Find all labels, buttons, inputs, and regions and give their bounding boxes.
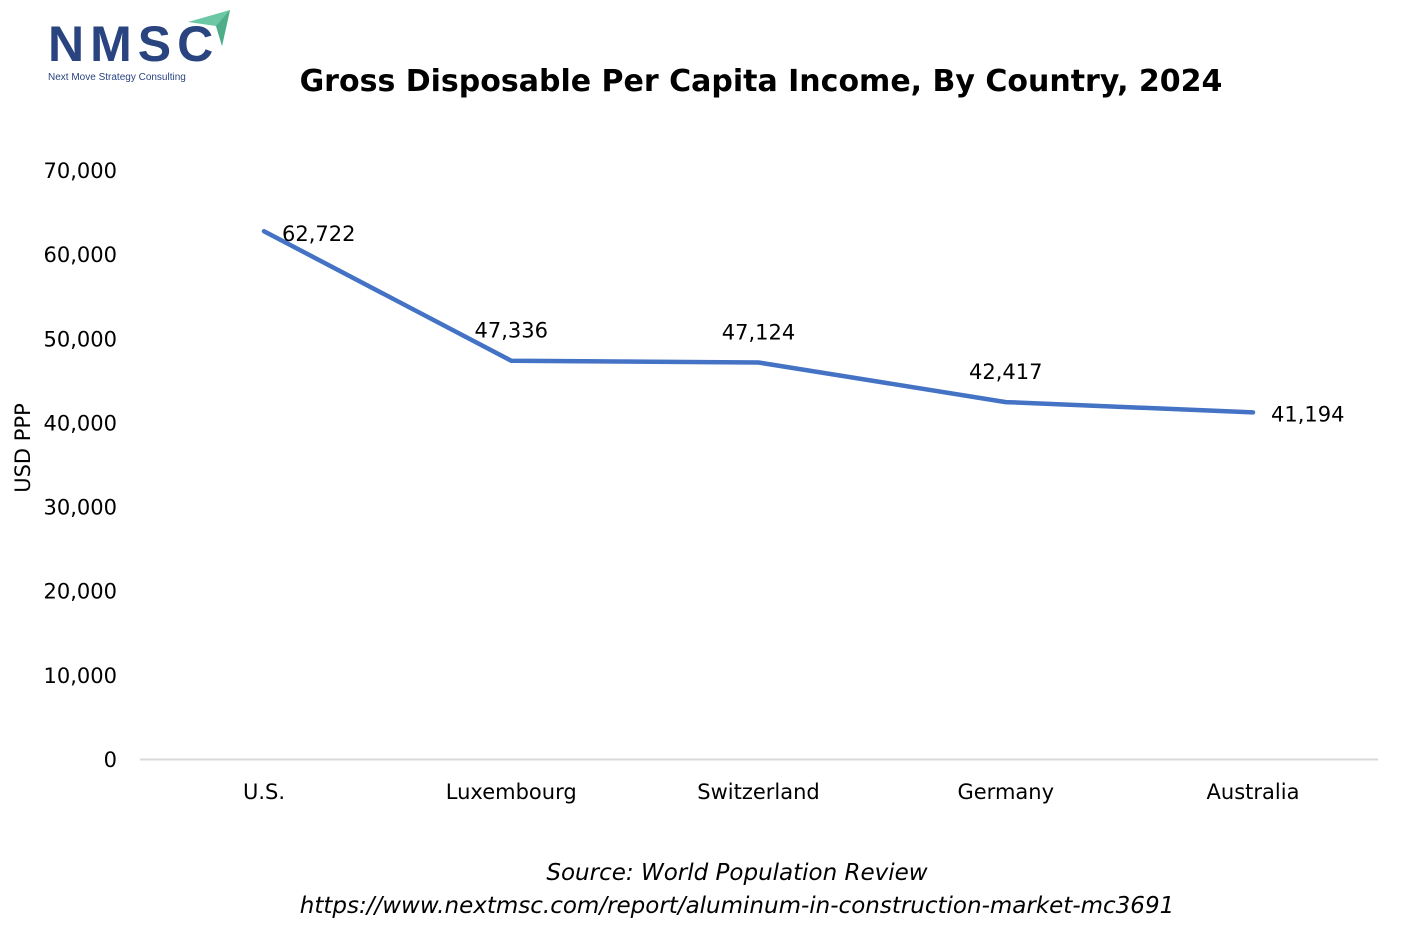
y-tick-label: 70,000 [44, 159, 117, 183]
y-tick-label: 30,000 [44, 496, 117, 520]
series-line [261, 228, 1256, 415]
data-label: 42,417 [969, 360, 1042, 384]
y-tick-label: 0 [104, 748, 117, 772]
paper-plane-icon [188, 10, 230, 46]
chart-title: Gross Disposable Per Capita Income, By C… [300, 64, 1223, 99]
data-label: 41,194 [1271, 402, 1344, 426]
x-tick-label: Australia [1207, 780, 1300, 804]
y-tick-label: 10,000 [44, 664, 117, 688]
logo-tagline: Next Move Strategy Consulting [48, 72, 186, 83]
y-tick-label: 60,000 [44, 243, 117, 267]
data-label: 62,722 [282, 222, 355, 246]
data-label: 47,124 [722, 320, 795, 344]
logo-wordmark: NMSC [48, 16, 220, 72]
nmsc-logo: NMSC Next Move Strategy Consulting [46, 6, 236, 86]
x-tick-label: Germany [957, 780, 1054, 804]
source-url: https://www.nextmsc.com/report/aluminum-… [300, 893, 1174, 919]
data-label: 47,336 [475, 319, 548, 343]
x-tick-label: Switzerland [697, 780, 820, 804]
y-axis-label: USD PPP [11, 403, 35, 493]
y-tick-label: 20,000 [44, 580, 117, 604]
x-tick-label: Luxembourg [446, 780, 577, 804]
y-tick-label: 40,000 [44, 411, 117, 435]
x-tick-label: U.S. [243, 780, 285, 804]
source-text: Source: World Population Review [546, 860, 927, 886]
y-tick-label: 50,000 [44, 327, 117, 351]
